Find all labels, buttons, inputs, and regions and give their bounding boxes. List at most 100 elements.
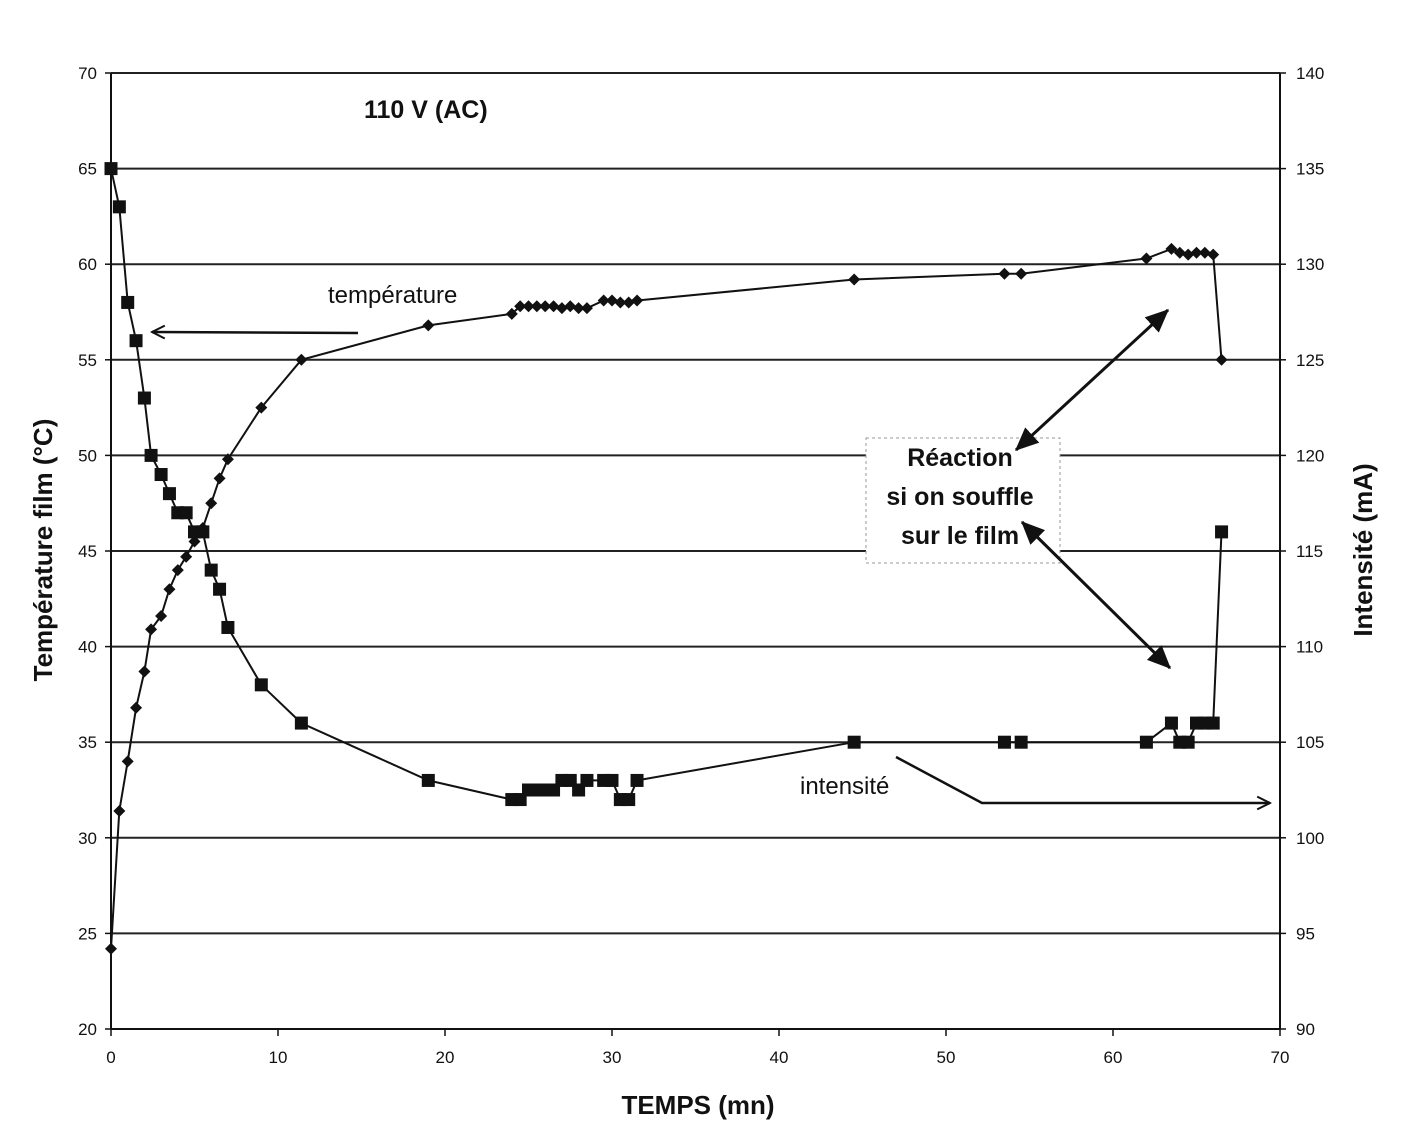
intensity-point: [145, 449, 158, 462]
intensity-point: [213, 583, 226, 596]
right-axis-title: Intensité (mA): [1348, 463, 1378, 636]
intensity-point: [205, 564, 218, 577]
reaction-label-line-2: si on souffle: [886, 483, 1033, 511]
tick-labels: 2025303540455055606570909510010511011512…: [78, 64, 1324, 1067]
left-tick-label: 50: [78, 446, 97, 465]
temperature-point: [631, 295, 643, 307]
x-tick-label: 60: [1104, 1048, 1123, 1067]
intensity-point: [422, 774, 435, 787]
temperature-point: [214, 472, 226, 484]
intensity-point: [848, 736, 861, 749]
intensity-point: [1140, 736, 1153, 749]
right-tick-label: 120: [1296, 446, 1324, 465]
intensity-point: [606, 774, 619, 787]
temperature-point: [1015, 268, 1027, 280]
left-tick-label: 30: [78, 829, 97, 848]
temperature-point: [422, 319, 434, 331]
intensity-point: [163, 487, 176, 500]
right-tick-label: 125: [1296, 351, 1324, 370]
right-tick-label: 100: [1296, 829, 1324, 848]
left-tick-label: 65: [78, 160, 97, 179]
temperature-point: [548, 300, 560, 312]
temperature-point: [122, 755, 134, 767]
temperature-series-label: température: [328, 282, 457, 309]
intensity-point: [105, 162, 118, 175]
x-tick-label: 10: [269, 1048, 288, 1067]
temperature-point: [163, 583, 175, 595]
temperature-point: [606, 295, 618, 307]
temperature-point: [180, 551, 192, 563]
left-tick-label: 45: [78, 542, 97, 561]
intensity-point: [121, 296, 134, 309]
temperature-point: [1216, 354, 1228, 366]
temperature-point: [138, 665, 150, 677]
temperature-point: [113, 805, 125, 817]
intensity-point: [221, 621, 234, 634]
x-tick-label: 20: [436, 1048, 455, 1067]
temperature-point: [205, 497, 217, 509]
temperature-point: [1199, 247, 1211, 259]
temperature-point: [130, 702, 142, 714]
intensity-point: [130, 334, 143, 347]
right-tick-label: 90: [1296, 1020, 1315, 1039]
temperature-point: [556, 302, 568, 314]
right-tick-label: 115: [1296, 542, 1323, 561]
x-tick-label: 40: [770, 1048, 789, 1067]
gridlines: [111, 73, 1280, 933]
reaction-arrow-up: [1016, 310, 1168, 450]
intensity-point: [1182, 736, 1195, 749]
intensity-point: [180, 506, 193, 519]
intensity-point: [1215, 525, 1228, 538]
left-tick-label: 20: [78, 1020, 97, 1039]
temperature-point: [564, 300, 576, 312]
temperature-point: [623, 296, 635, 308]
reaction-label-line-1: Réaction: [907, 444, 1013, 472]
temperature-point: [581, 302, 593, 314]
intensity-point: [631, 774, 644, 787]
temperature-point: [1207, 249, 1219, 261]
x-axis-title: TEMPS (mn): [621, 1090, 774, 1120]
temperature-point: [1182, 249, 1194, 261]
intensity-axis-arrow: [896, 757, 1270, 803]
intensity-point: [1165, 717, 1178, 730]
left-tick-label: 55: [78, 351, 97, 370]
right-tick-label: 135: [1296, 160, 1324, 179]
left-tick-label: 25: [78, 924, 97, 943]
intensity-point: [998, 736, 1011, 749]
temperature-point: [1140, 252, 1152, 264]
intensity-point: [255, 678, 268, 691]
right-tick-label: 105: [1296, 733, 1324, 752]
temperature-point: [172, 564, 184, 576]
temperature-point: [848, 273, 860, 285]
x-tick-label: 70: [1271, 1048, 1290, 1067]
intensity-point: [1207, 717, 1220, 730]
temperature-series-line: [111, 249, 1222, 949]
right-tick-label: 95: [1296, 924, 1315, 943]
left-tick-label: 35: [78, 733, 97, 752]
temperature-point: [998, 268, 1010, 280]
left-tick-label: 60: [78, 255, 97, 274]
axes: [105, 73, 1286, 1036]
temperature-point: [105, 943, 117, 955]
x-tick-label: 0: [106, 1048, 115, 1067]
chart-title: 110 V (AC): [364, 96, 488, 124]
intensity-point: [622, 793, 635, 806]
right-tick-label: 110: [1296, 638, 1323, 657]
intensity-point: [155, 468, 168, 481]
temperature-axis-arrow: [152, 332, 358, 333]
left-axis-title: Température film (°C): [28, 419, 58, 682]
left-tick-label: 70: [78, 64, 97, 83]
left-tick-label: 40: [78, 638, 97, 657]
intensity-point: [113, 200, 126, 213]
reaction-label-line-3: sur le film: [901, 522, 1019, 550]
intensity-series-label: intensité: [800, 773, 889, 800]
right-tick-label: 140: [1296, 64, 1324, 83]
intensity-point: [196, 525, 209, 538]
intensity-point: [295, 717, 308, 730]
intensity-point: [1015, 736, 1028, 749]
x-tick-label: 50: [937, 1048, 956, 1067]
x-tick-label: 30: [603, 1048, 622, 1067]
intensity-point: [580, 774, 593, 787]
right-tick-label: 130: [1296, 255, 1324, 274]
